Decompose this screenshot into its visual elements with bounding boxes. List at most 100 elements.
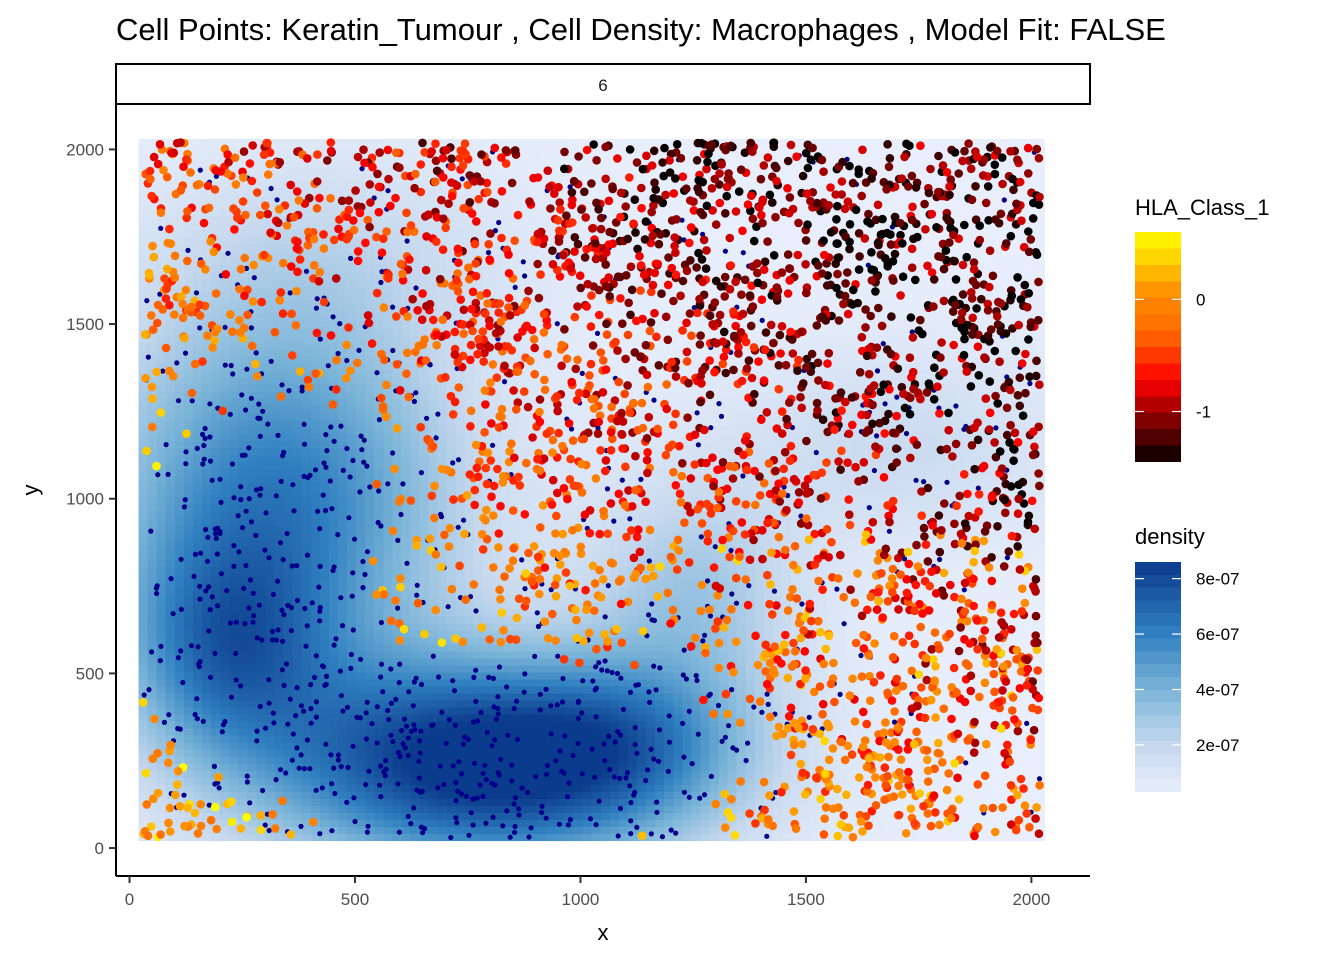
tumour-point	[466, 422, 475, 431]
tumour-point	[931, 589, 941, 598]
macrophage-point	[364, 549, 371, 555]
tumour-point	[696, 606, 706, 616]
tumour-point	[734, 187, 744, 196]
tumour-point	[782, 414, 791, 424]
tumour-point	[841, 279, 850, 288]
macrophage-point	[668, 827, 674, 833]
tumour-point	[671, 174, 680, 183]
tumour-point	[1034, 829, 1044, 838]
tumour-point	[364, 318, 374, 328]
tumour-point	[740, 275, 750, 285]
tumour-point	[814, 376, 823, 385]
macrophage-point	[596, 660, 602, 666]
tumour-point	[823, 427, 832, 437]
macrophage-point	[596, 798, 602, 804]
macrophage-point	[243, 508, 249, 514]
tumour-point	[498, 472, 508, 481]
tumour-point	[875, 418, 884, 428]
tumour-point	[506, 634, 515, 644]
macrophage-point	[686, 794, 692, 800]
tumour-point	[435, 274, 445, 284]
tumour-point	[309, 234, 319, 244]
tumour-point	[627, 526, 636, 535]
macrophage-point	[229, 461, 236, 467]
tumour-point	[893, 723, 903, 732]
tumour-point	[654, 361, 664, 370]
tumour-point	[862, 787, 872, 796]
tumour-point	[1012, 646, 1022, 655]
macrophage-point	[708, 425, 714, 431]
macrophage-point	[312, 467, 319, 473]
macrophage-point	[589, 746, 595, 752]
tumour-point	[845, 237, 854, 247]
tumour-point	[190, 808, 200, 818]
tumour-point	[697, 519, 707, 528]
tumour-point	[711, 799, 720, 809]
tumour-point	[577, 488, 587, 497]
tumour-point	[392, 360, 402, 369]
macrophage-point	[344, 799, 350, 806]
macrophage-point	[759, 317, 765, 323]
macrophage-point	[689, 761, 695, 767]
tumour-point	[662, 380, 671, 389]
macrophage-point	[402, 745, 408, 751]
tumour-point	[601, 466, 610, 476]
tumour-point	[276, 288, 286, 297]
tumour-point	[685, 309, 695, 318]
macrophage-point	[874, 433, 880, 439]
tumour-point	[860, 234, 870, 243]
tumour-point	[923, 483, 933, 493]
tumour-point	[671, 481, 681, 490]
tumour-point	[492, 373, 502, 383]
tumour-point	[471, 259, 480, 268]
tumour-point	[597, 213, 606, 223]
tumour-point	[661, 190, 670, 200]
tumour-point	[1028, 450, 1038, 460]
tumour-point	[826, 183, 835, 192]
tumour-point	[156, 408, 166, 417]
tumour-point	[665, 168, 675, 177]
tumour-point	[529, 173, 538, 183]
tumour-point	[892, 411, 901, 421]
tumour-point	[953, 773, 962, 783]
tumour-point	[741, 500, 751, 509]
macrophage-point	[439, 709, 445, 715]
macrophage-point	[405, 752, 411, 759]
tumour-point	[1017, 359, 1027, 368]
macrophage-point	[273, 777, 279, 783]
tumour-point	[607, 402, 616, 412]
tumour-point	[862, 410, 872, 420]
tumour-point	[816, 494, 826, 503]
tumour-point	[1013, 273, 1022, 282]
tumour-point	[868, 400, 877, 410]
tumour-point	[496, 317, 506, 326]
tumour-point	[259, 250, 269, 260]
tumour-point	[998, 179, 1007, 189]
tumour-point	[809, 470, 818, 480]
tumour-point	[803, 163, 813, 173]
tumour-point	[379, 590, 389, 599]
tumour-point	[430, 513, 439, 523]
macrophage-point	[331, 438, 337, 444]
tumour-point	[465, 198, 475, 207]
macrophage-point	[271, 720, 277, 726]
tumour-point	[913, 232, 922, 242]
macrophage-point	[325, 363, 331, 369]
tumour-point	[569, 176, 579, 186]
tumour-point	[947, 714, 956, 724]
tumour-point	[1024, 289, 1034, 298]
tumour-point	[149, 252, 159, 262]
tumour-point	[702, 246, 711, 255]
tumour-point	[1010, 715, 1019, 724]
tumour-point	[819, 236, 828, 245]
tumour-point	[736, 328, 746, 337]
tumour-point	[856, 817, 866, 826]
tumour-point	[695, 301, 705, 311]
tumour-point	[1010, 428, 1020, 438]
tumour-point	[497, 153, 506, 162]
tumour-point	[650, 308, 659, 318]
tumour-point	[794, 618, 804, 628]
macrophage-point	[813, 449, 819, 456]
tumour-point	[887, 574, 897, 583]
tumour-point	[312, 204, 322, 213]
